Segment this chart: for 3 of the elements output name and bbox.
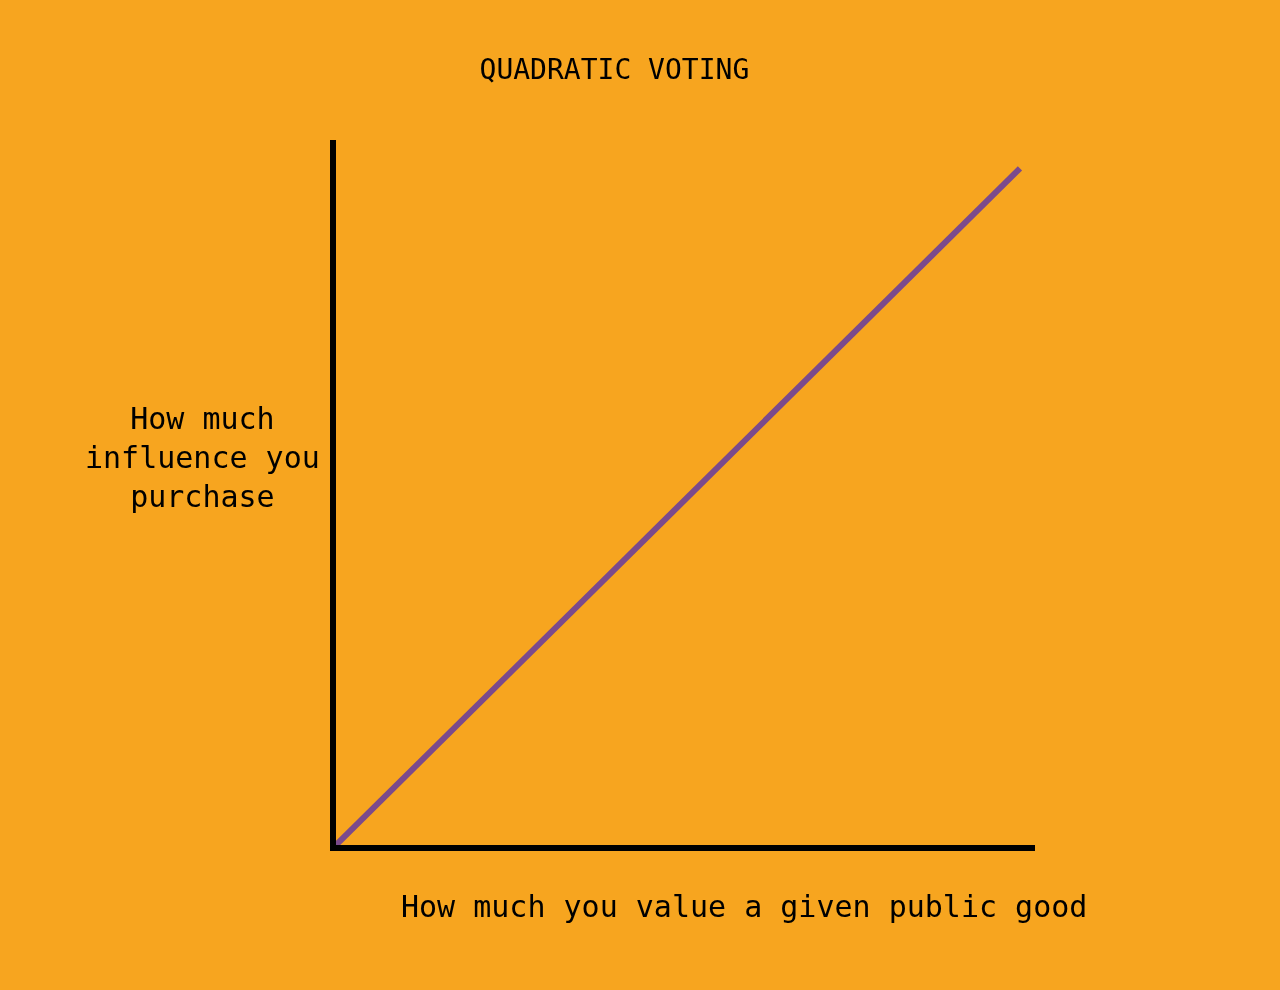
x-axis-title: How much you value a given public good: [401, 889, 1088, 924]
chart-title: QUADRATIC VOTING: [479, 53, 750, 86]
y-axis-title: How much influence you purchase: [85, 401, 320, 514]
